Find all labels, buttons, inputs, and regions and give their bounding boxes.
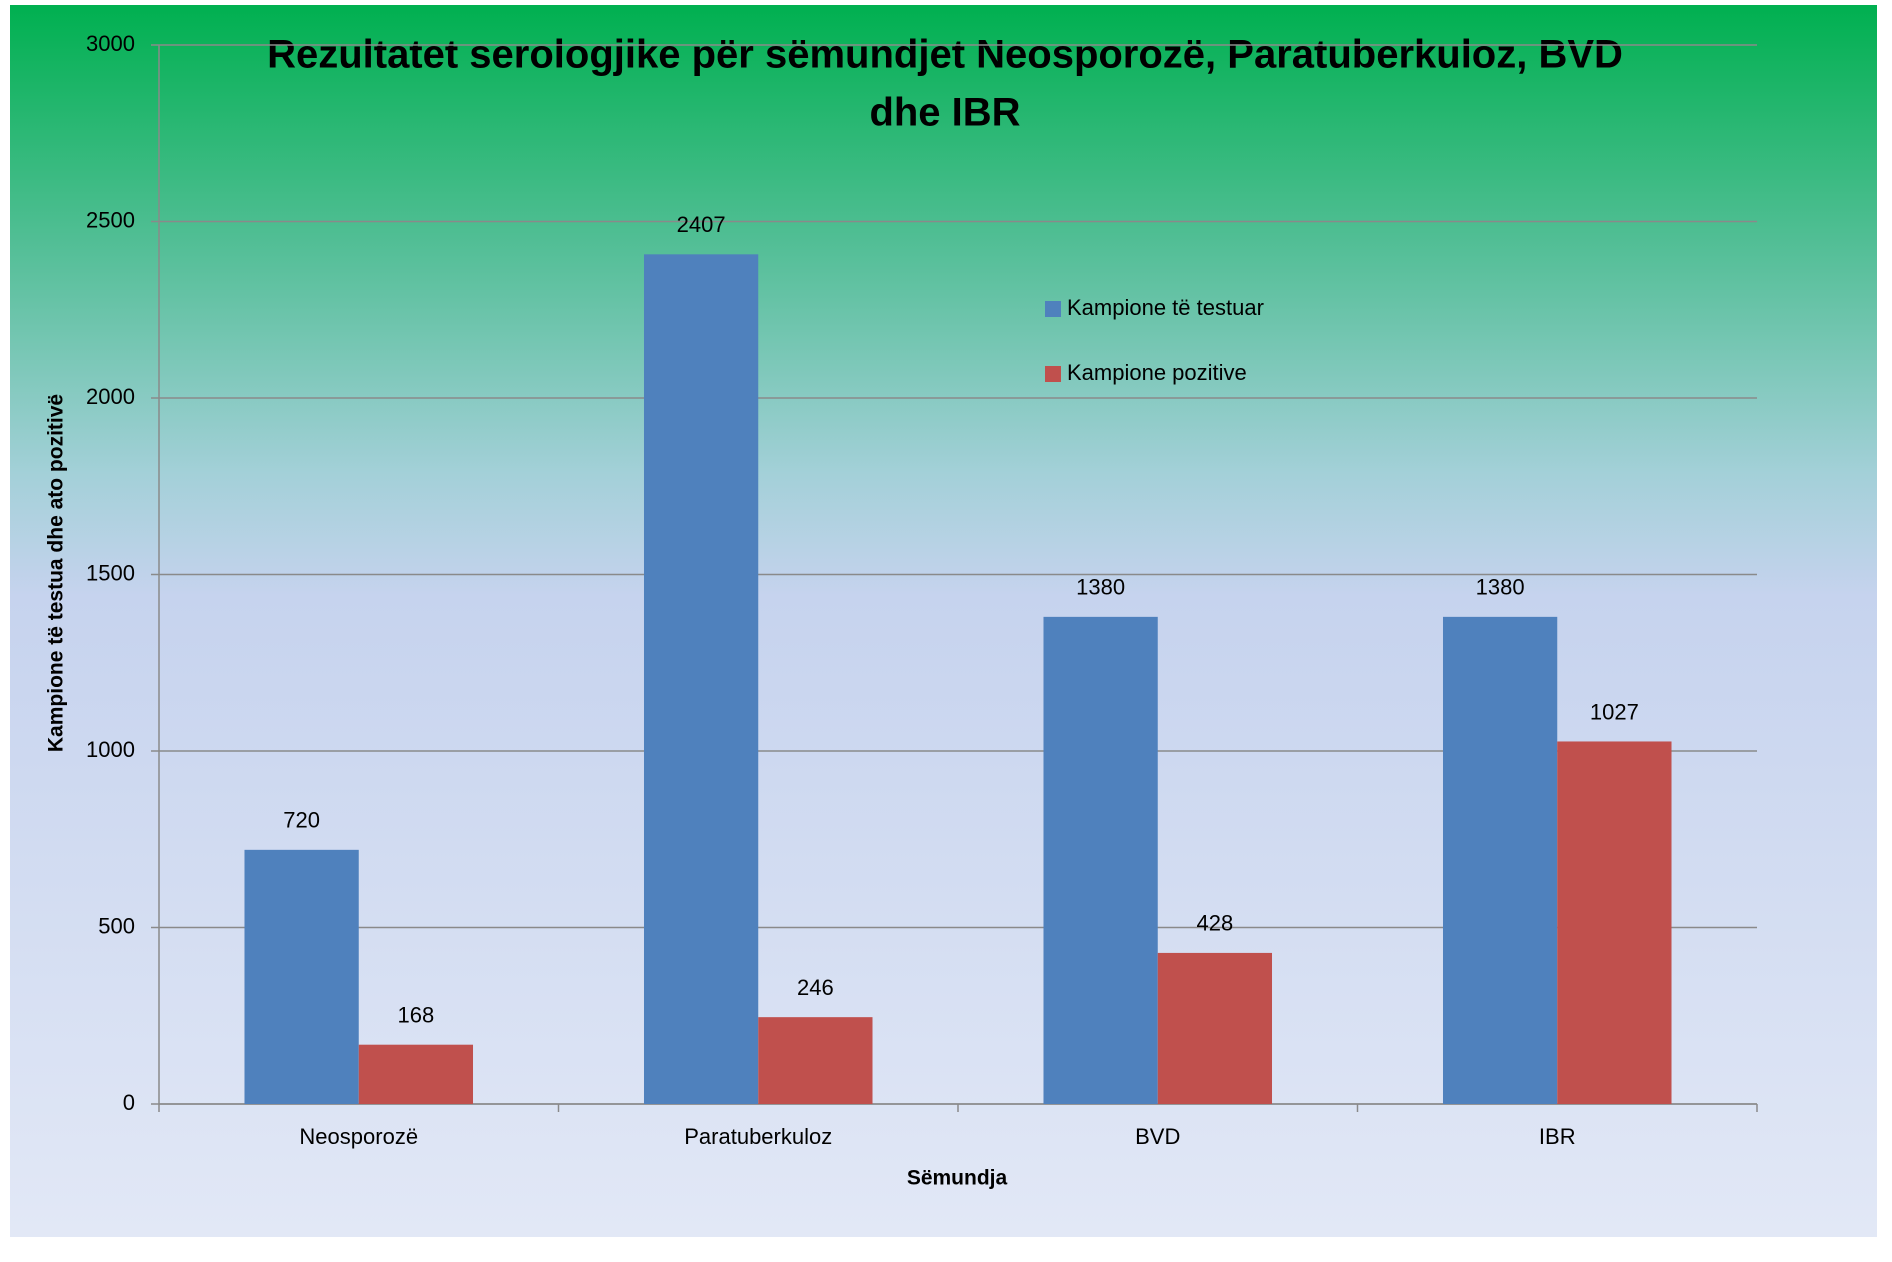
data-label: 720 [283,808,320,833]
data-label: 428 [1197,911,1234,936]
y-tick-label: 0 [123,1090,135,1115]
chart-title: dhe IBR [869,91,1020,135]
bar [244,849,359,1104]
x-axis-title: Sëmundja [907,1167,1008,1190]
data-label: 2407 [677,212,726,237]
bar [358,1044,474,1104]
y-tick-label: 1000 [86,737,135,762]
x-tick-label: IBR [1539,1124,1576,1149]
data-label: 246 [797,975,834,1000]
bar [1157,952,1273,1104]
chart-title: Rezultatet serologjike për sëmundjet Neo… [267,33,1623,77]
y-tick-label: 3000 [86,31,135,56]
legend-label: Kampione të testuar [1067,295,1264,320]
data-label: 1380 [1476,575,1525,600]
x-tick-label: Neosporozë [299,1124,418,1149]
bar [1442,616,1558,1104]
legend-swatch [1045,301,1061,317]
data-label: 1027 [1590,699,1639,724]
x-tick-label: BVD [1135,1124,1180,1149]
y-tick-label: 2000 [86,384,135,409]
y-tick-label: 500 [98,913,135,938]
y-tick-label: 2500 [86,207,135,232]
legend-label: Kampione pozitive [1067,360,1247,385]
bar [1043,616,1158,1104]
bar [1557,741,1672,1104]
x-tick-label: Paratuberkuloz [684,1124,832,1149]
bar [758,1017,873,1104]
y-axis-title: Kampione të testua dhe ato pozitivë [45,394,68,752]
data-label: 168 [398,1003,435,1028]
data-label: 1380 [1076,575,1125,600]
y-tick-label: 1500 [86,560,135,585]
legend-swatch [1045,366,1061,382]
bar [643,254,759,1105]
